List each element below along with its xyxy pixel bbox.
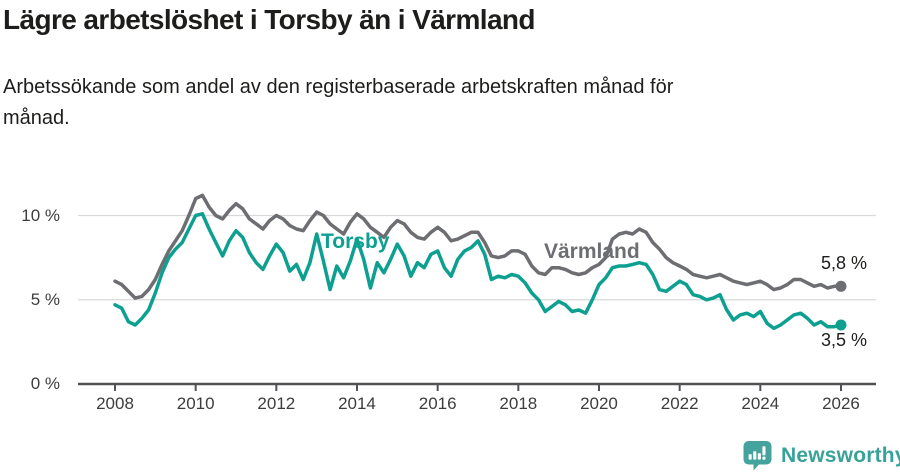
newsworthy-logo-icon <box>743 441 772 471</box>
x-axis-tick-label: 2020 <box>580 394 618 413</box>
subtitle-line-2: månad. <box>3 107 70 129</box>
x-axis-tick-label: 2014 <box>338 394 376 413</box>
y-axis-tick-label: 5 % <box>30 289 60 309</box>
x-axis-tick-label: 2008 <box>96 394 134 413</box>
x-axis-tick-label: 2024 <box>741 394 780 413</box>
newsworthy-wordmark: Newsworthy <box>781 443 900 467</box>
end-value-label-torsby: 3,5 % <box>820 330 867 350</box>
chart-subtitle: Arbetssökande som andel av den registerb… <box>3 72 673 134</box>
y-axis-tick-label: 10 % <box>21 205 60 225</box>
series-label-torsby: Torsby <box>321 230 390 253</box>
x-axis-tick-label: 2016 <box>418 394 457 413</box>
x-axis-tick-label: 2012 <box>257 394 296 413</box>
end-value-label-varmland: 5,8 % <box>820 253 867 273</box>
page-title: Lägre arbetslöshet i Torsby än i Värmlan… <box>3 4 536 35</box>
newsworthy-brand: Newsworthy <box>742 440 900 471</box>
y-axis-tick-label: 0 % <box>30 374 60 393</box>
subtitle-line-1: Arbetssökande som andel av den registerb… <box>3 76 674 98</box>
x-axis-tick-label: 2026 <box>822 394 860 413</box>
series-label-varmland: Värmland <box>544 240 640 263</box>
x-axis-tick-label: 2018 <box>499 394 538 413</box>
x-axis-tick-label: 2010 <box>176 394 215 413</box>
x-axis-tick-label: 2022 <box>660 394 699 413</box>
